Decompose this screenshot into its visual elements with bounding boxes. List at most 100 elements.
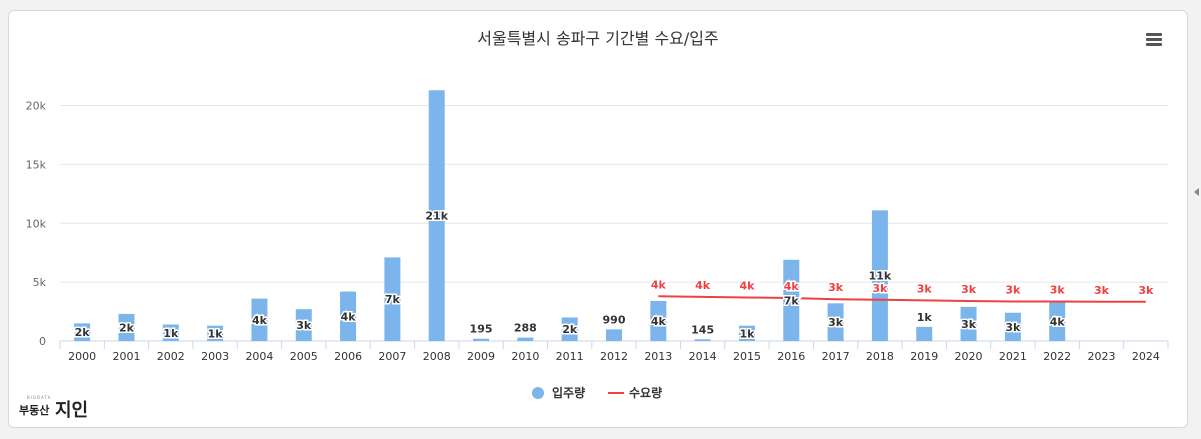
line-data-label: 4k: [784, 280, 800, 293]
bar-data-label: 1k: [163, 327, 179, 340]
bar-data-label: 1k: [208, 327, 224, 340]
x-tick-label: 2007: [378, 350, 406, 363]
x-tick-label: 2003: [201, 350, 229, 363]
series-line: [658, 295, 1146, 303]
x-tick-label: 2011: [556, 350, 584, 363]
y-tick-label: 0: [39, 335, 46, 348]
bar-data-label: 7k: [385, 293, 401, 306]
bar: [561, 317, 578, 341]
x-tick-label: 2000: [68, 350, 96, 363]
menu-icon[interactable]: [1146, 33, 1162, 47]
line-data-label: 3k: [961, 283, 977, 296]
x-tick-label: 2001: [112, 350, 140, 363]
bar: [827, 303, 844, 341]
line-data-label: 3k: [872, 282, 888, 295]
bar: [473, 338, 490, 341]
bar-data-label: 2k: [562, 323, 578, 336]
legend-label: 입주량: [552, 386, 585, 400]
x-tick-label: 2009: [467, 350, 495, 363]
bar: [295, 309, 312, 341]
line-data-label: 3k: [1094, 284, 1110, 297]
x-tick-label: 2017: [822, 350, 850, 363]
x-tick-label: 2019: [910, 350, 938, 363]
bar-data-label: 4k: [1050, 316, 1066, 329]
bar-data-label: 145: [691, 323, 714, 336]
y-tick-label: 15k: [26, 158, 47, 171]
bar: [517, 337, 534, 341]
bar: [118, 313, 135, 341]
x-tick-label: 2020: [955, 350, 983, 363]
x-tick-label: 2015: [733, 350, 761, 363]
bar: [74, 323, 91, 341]
line-data-label: 3k: [1005, 284, 1021, 297]
line-data-label: 4k: [695, 279, 711, 292]
bar: [960, 306, 977, 341]
x-tick-label: 2016: [777, 350, 805, 363]
bar: [384, 257, 401, 341]
logo-tagline: BIGDATA: [27, 395, 52, 400]
bar: [606, 329, 622, 341]
bar: [1004, 312, 1021, 341]
bar-data-label: 11k: [869, 270, 892, 283]
logo-text: 부동산: [19, 404, 50, 417]
bar-data-label: 4k: [341, 310, 357, 323]
bar-data-label: 3k: [961, 318, 977, 331]
bar: [340, 291, 357, 341]
legend-label: 수요량: [629, 386, 662, 400]
bar: [650, 300, 667, 341]
x-tick-label: 2018: [866, 350, 894, 363]
chart-title: 서울특별시 송파구 기간별 수요/입주: [477, 29, 719, 48]
bar: [871, 210, 888, 341]
line-data-label: 3k: [1138, 284, 1154, 297]
x-tick-label: 2004: [245, 350, 273, 363]
bar-data-label: 1k: [917, 311, 933, 324]
y-tick-label: 5k: [33, 276, 47, 289]
x-tick-label: 2013: [644, 350, 672, 363]
bar: [428, 90, 445, 341]
collapse-arrow-icon[interactable]: [1194, 188, 1199, 196]
bar: [207, 325, 224, 341]
x-tick-label: 2012: [600, 350, 628, 363]
bar: [738, 325, 755, 341]
logo-mark: 지인: [55, 400, 89, 421]
bar: [1049, 302, 1066, 341]
x-tick-label: 2008: [423, 350, 451, 363]
line-data-label: 4k: [739, 279, 755, 292]
bar-data-label: 3k: [1005, 321, 1021, 334]
chart-card: 서울특별시 송파구 기간별 수요/입주 BIGDATA 부동산 지인: [8, 10, 1188, 428]
x-tick-label: 2010: [511, 350, 539, 363]
x-tick-label: 2005: [290, 350, 318, 363]
bar-data-label: 4k: [651, 315, 667, 328]
bar: [916, 326, 933, 341]
legend-marker-bar: [532, 387, 544, 399]
line-data-label: 3k: [1050, 284, 1066, 297]
x-tick-label: 2022: [1043, 350, 1071, 363]
bar: [162, 324, 179, 341]
line-data-label: 3k: [917, 282, 933, 295]
x-tick-label: 2023: [1088, 350, 1116, 363]
bar-data-label: 1k: [739, 327, 755, 340]
x-tick-label: 2021: [999, 350, 1027, 363]
bar-data-label: 3k: [296, 319, 312, 332]
y-tick-label: 20k: [26, 100, 47, 113]
x-tick-label: 2002: [157, 350, 185, 363]
bar-data-label: 21k: [425, 210, 448, 223]
bar-data-label: 4k: [252, 314, 268, 327]
x-tick-label: 2014: [689, 350, 717, 363]
bar: [694, 339, 711, 341]
bar-data-label: 7k: [784, 294, 800, 307]
bar: [783, 259, 800, 341]
bar-data-label: 195: [470, 323, 493, 336]
bar-data-label: 3k: [828, 316, 844, 329]
x-tick-label: 2006: [334, 350, 362, 363]
line-data-label: 3k: [828, 281, 844, 294]
line-data-label: 4k: [651, 278, 667, 291]
bar-data-label: 990: [603, 313, 626, 326]
bar-data-label: 288: [514, 322, 537, 335]
y-tick-label: 10k: [26, 217, 47, 230]
bar: [251, 298, 268, 341]
bar-data-label: 2k: [119, 321, 135, 334]
bar-data-label: 2k: [75, 326, 91, 339]
x-tick-label: 2024: [1132, 350, 1160, 363]
